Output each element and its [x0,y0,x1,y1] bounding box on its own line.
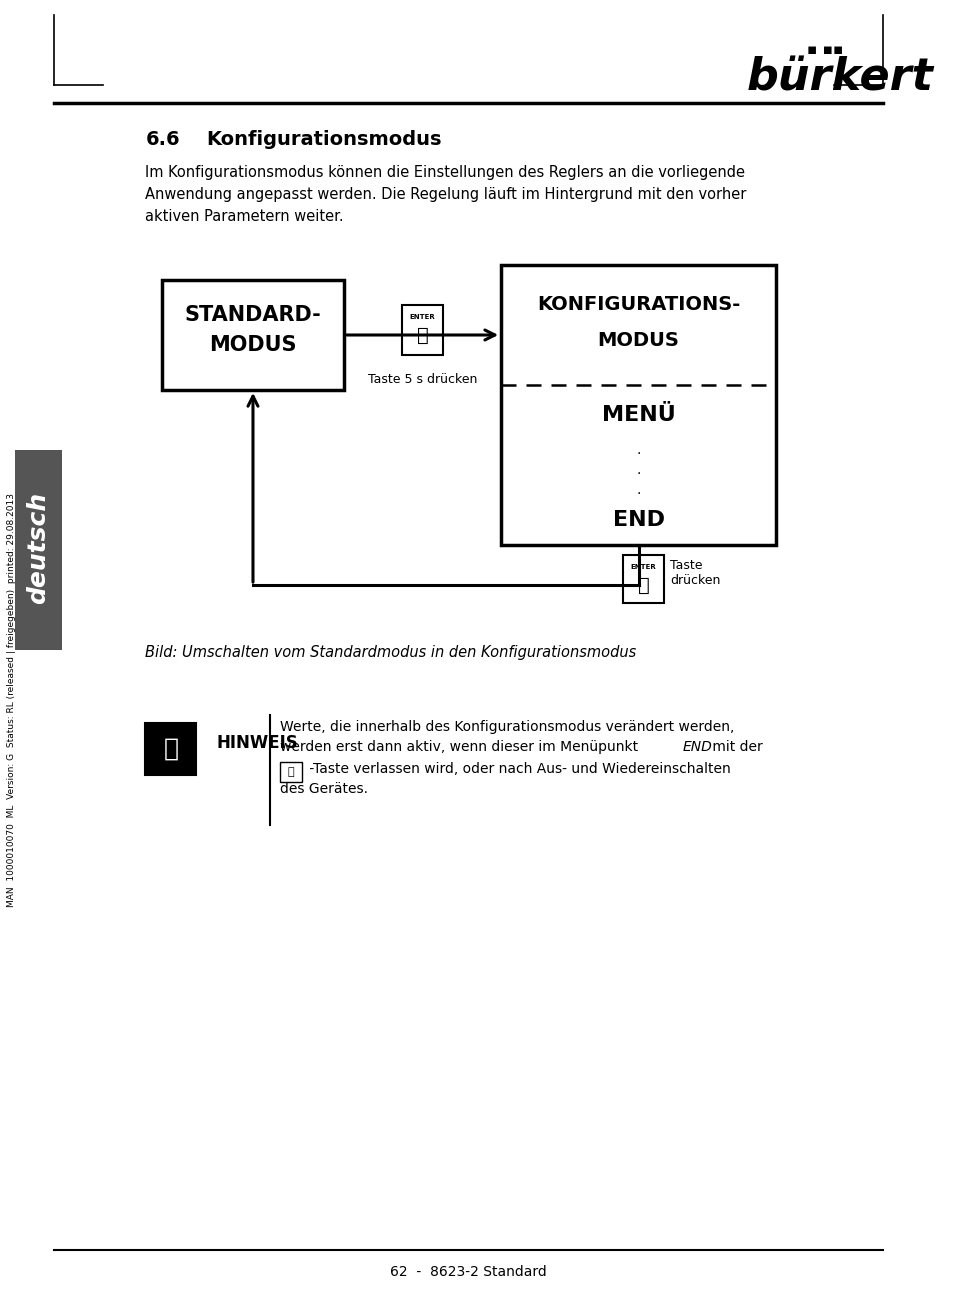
Text: deutsch: deutsch [27,491,51,604]
Bar [500,265,776,545]
Text: Konfigurationsmodus: Konfigurationsmodus [206,129,441,149]
Text: MENÜ: MENÜ [601,405,675,425]
FancyBboxPatch shape [401,305,442,356]
Text: Bild: Umschalten vom Standardmodus in den Konfigurationsmodus: Bild: Umschalten vom Standardmodus in de… [145,644,636,660]
Text: des Gerätes.: des Gerätes. [280,782,368,796]
Text: HINWEIS: HINWEIS [216,735,297,752]
Text: ✋: ✋ [416,325,428,345]
Text: END: END [612,510,664,531]
Text: werden erst dann aktiv, wenn dieser im Menüpunkt: werden erst dann aktiv, wenn dieser im M… [280,740,641,754]
Text: bürkert: bürkert [746,56,932,99]
Bar [14,450,62,650]
Text: Taste
drücken: Taste drücken [669,559,720,587]
Text: aktiven Parametern weiter.: aktiven Parametern weiter. [145,209,344,223]
FancyBboxPatch shape [622,555,663,603]
Text: MODUS: MODUS [597,331,679,349]
Text: 🤚: 🤚 [163,737,178,761]
Bar [145,723,196,775]
Text: MODUS: MODUS [209,335,296,356]
Text: Taste 5 s drücken: Taste 5 s drücken [368,372,476,386]
Text: .: . [636,443,640,457]
Text: Werte, die innerhalb des Konfigurationsmodus verändert werden,: Werte, die innerhalb des Konfigurationsm… [280,720,734,735]
Text: KONFIGURATIONS-: KONFIGURATIONS- [537,295,740,315]
Text: mit der: mit der [708,740,762,754]
Text: .: . [636,463,640,477]
Text: ENTER: ENTER [409,314,435,320]
Text: ✋: ✋ [287,767,294,776]
Text: ENTER: ENTER [630,565,656,570]
Text: ✋: ✋ [637,575,649,595]
Text: STANDARD-: STANDARD- [185,305,321,325]
Text: -Taste verlassen wird, oder nach Aus- und Wiedereinschalten: -Taste verlassen wird, oder nach Aus- un… [304,762,730,776]
Text: ▪ ▪▪: ▪ ▪▪ [806,43,842,58]
Text: END: END [682,740,712,754]
Bar [162,280,343,389]
Text: .: . [636,484,640,497]
Text: 6.6: 6.6 [145,129,180,149]
Text: 62  -  8623-2 Standard: 62 - 8623-2 Standard [390,1265,546,1280]
Text: MAN  1000010070  ML  Version: G  Status: RL (released | freigegeben)  printed: 2: MAN 1000010070 ML Version: G Status: RL … [8,493,16,907]
Text: Anwendung angepasst werden. Die Regelung läuft im Hintergrund mit den vorher: Anwendung angepasst werden. Die Regelung… [145,187,746,203]
Text: Im Konfigurationsmodus können die Einstellungen des Reglers an die vorliegende: Im Konfigurationsmodus können die Einste… [145,165,744,180]
FancyBboxPatch shape [280,762,301,782]
